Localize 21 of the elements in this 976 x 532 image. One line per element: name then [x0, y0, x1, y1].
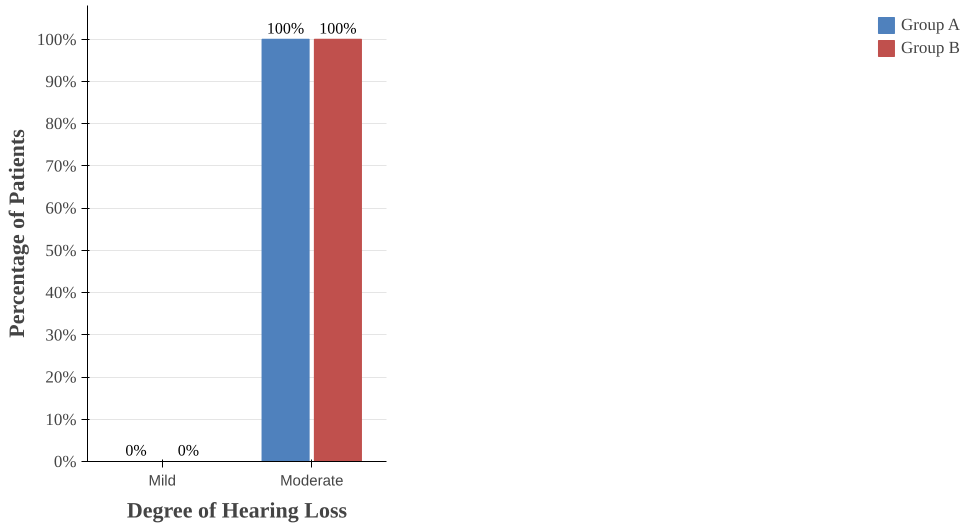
y-tick-label: 90% — [45, 72, 77, 91]
y-axis-title: Percentage of Patients — [4, 128, 29, 338]
y-tick-label: 80% — [45, 114, 77, 134]
y-tick-label: 60% — [45, 198, 77, 218]
y-tick-label: 10% — [45, 410, 77, 429]
y-tick-label: 30% — [45, 325, 77, 344]
data-label: 100% — [266, 20, 304, 38]
y-tick-label: 20% — [45, 368, 77, 387]
data-label: 0% — [178, 442, 200, 460]
x-tick-label: Moderate — [280, 472, 344, 490]
data-label: 0% — [125, 442, 147, 460]
x-axis-title: Degree of Hearing Loss — [126, 498, 348, 522]
y-tick-label: 0% — [54, 452, 77, 471]
y-tick-label: 100% — [36, 30, 77, 49]
legend-label: Group A — [900, 15, 960, 35]
data-label: 100% — [319, 20, 357, 38]
y-tick-label: 40% — [45, 283, 77, 302]
y-tick-label: 70% — [45, 156, 77, 176]
x-tick-label: Mild — [148, 472, 176, 490]
y-tick-label: 50% — [45, 240, 77, 260]
legend-label: Group B — [900, 38, 960, 58]
